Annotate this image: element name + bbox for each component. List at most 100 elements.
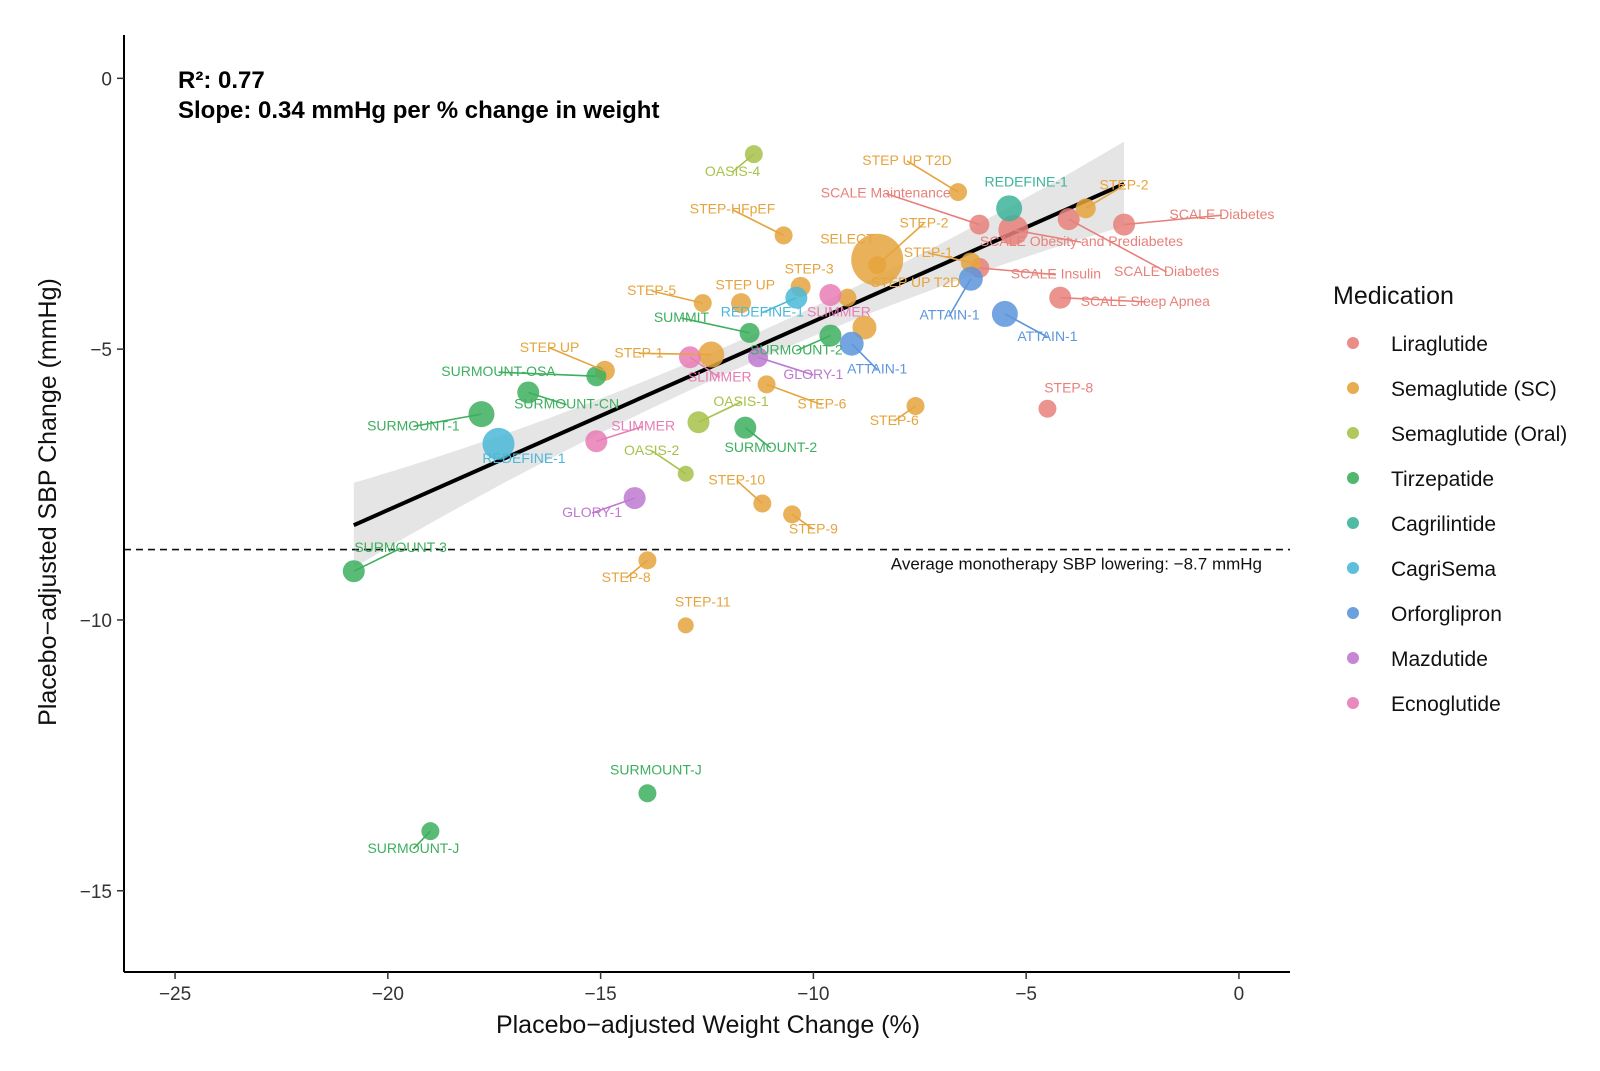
point-label: OASIS-2	[624, 442, 679, 458]
label-leader-line	[1013, 229, 1082, 244]
legend-swatch	[1347, 697, 1359, 709]
point-label: SCALE Diabetes	[1114, 263, 1219, 279]
point-label: SLIMMER	[611, 417, 675, 433]
legend-label: Semaglutide (SC)	[1391, 378, 1557, 401]
data-point	[996, 195, 1023, 222]
point-label: SURMOUNT-2	[750, 342, 843, 358]
label-leader-line	[1068, 218, 1167, 273]
y-axis-ticks: 0 −5 −10 −15	[80, 69, 124, 903]
legend-label: Tirzepatide	[1391, 468, 1494, 491]
point-label: OASIS-4	[705, 163, 760, 179]
legend-label: Semaglutide (Oral)	[1391, 423, 1567, 446]
legend-label: Mazdutide	[1391, 648, 1488, 671]
legend-swatch	[1347, 652, 1359, 664]
point-label: STEP-HFpEF	[690, 201, 776, 217]
label-leader-line	[766, 383, 823, 406]
x-tick-label: −10	[797, 984, 829, 1005]
y-tick-label: 0	[101, 69, 112, 90]
label-leader-line	[651, 290, 703, 304]
label-leader-line	[638, 352, 712, 356]
label-leader-line	[549, 347, 606, 372]
label-leader-line	[885, 192, 980, 226]
point-label: STEP-3	[785, 260, 834, 276]
label-leader-line	[412, 830, 431, 850]
label-leader-line	[591, 497, 635, 514]
point-label: STEP-2	[1100, 176, 1149, 192]
legend-label: Liraglutide	[1391, 333, 1488, 356]
label-leader-line	[796, 334, 831, 352]
y-tick-label: −15	[80, 882, 112, 903]
legend: Medication Liraglutide Semaglutide (SC) Se…	[1333, 282, 1567, 716]
point-label: SCALE Insulin	[1011, 266, 1101, 282]
slope-label: Slope: 0.34 mmHg per % change in weight	[178, 97, 659, 124]
label-leader-line	[413, 413, 482, 428]
data-point	[838, 288, 857, 307]
label-leader-line	[651, 450, 687, 475]
data-point	[638, 784, 657, 803]
label-leader-line	[851, 343, 878, 371]
legend-swatch	[1347, 607, 1359, 619]
data-point	[677, 617, 694, 634]
point-label: STEP-1	[614, 344, 663, 360]
point-label: STEP UP T2D	[871, 274, 960, 290]
x-tick-label: −25	[159, 984, 191, 1005]
label-leader-line	[698, 401, 742, 423]
point-label: STEP UP T2D	[862, 152, 951, 168]
label-leader-line	[757, 356, 814, 376]
label-leader-line	[528, 391, 567, 406]
label-leader-line	[761, 296, 797, 314]
point-label: STEP-5	[627, 282, 676, 298]
label-leader-line	[906, 160, 959, 193]
point-label: STEP-6	[797, 396, 846, 412]
legend-label: Cagrilintide	[1391, 513, 1496, 536]
point-labels: SCALE Maintenance SCALE Obesity and Predi…	[353, 152, 1274, 856]
point-label: SURMOUNT-3	[354, 539, 447, 555]
legend-swatch	[1347, 337, 1359, 349]
point-label: ATTAIN-1	[1017, 328, 1077, 344]
data-point	[482, 427, 515, 460]
x-tick-label: −20	[372, 984, 404, 1005]
point-label: SCALE Diabetes	[1169, 206, 1274, 222]
label-leader-line	[732, 153, 755, 173]
point-label: REDEFINE-1	[985, 174, 1068, 190]
label-leader-line	[1060, 296, 1146, 303]
label-leader-line	[736, 479, 763, 505]
point-label: GLORY-1	[783, 366, 843, 382]
legend-label: Ecnoglutide	[1391, 693, 1501, 716]
regression-fit-line	[352, 182, 1125, 527]
data-point	[852, 315, 877, 340]
point-label: STEP-11	[675, 593, 731, 609]
legend-swatch	[1347, 472, 1359, 484]
label-leader-line	[1123, 214, 1222, 226]
label-leader-line	[928, 252, 972, 264]
label-leader-line	[979, 267, 1057, 276]
legend-label: CagriSema	[1391, 558, 1496, 581]
point-label: STEP-8	[602, 569, 651, 585]
label-leader-line	[1004, 313, 1048, 338]
point-label: SCALE Maintenance	[821, 184, 951, 200]
point-label: STEP-10	[708, 472, 765, 488]
label-leader-line	[625, 559, 648, 579]
point-label: ATTAIN-1	[847, 361, 907, 377]
point-label: GLORY-1	[562, 504, 622, 520]
x-tick-label: −5	[1015, 984, 1037, 1005]
legend-swatch	[1347, 427, 1359, 439]
label-leader-line	[1085, 184, 1125, 210]
point-label: ATTAIN-1	[919, 306, 979, 322]
regression-line	[352, 182, 1125, 527]
point-label: SURMOUNT-1	[367, 417, 460, 433]
x-axis-ticks: −25 −20 −15 −10 −5 0	[159, 972, 1244, 1005]
x-tick-label: 0	[1234, 984, 1245, 1005]
label-leader-line	[876, 222, 925, 266]
point-label: REDEFINE-1	[482, 450, 565, 466]
y-tick-label: −5	[90, 340, 112, 361]
point-label: SLIMMER	[688, 369, 752, 385]
point-label: SLIMMER	[807, 304, 871, 320]
data-point	[1038, 399, 1057, 418]
legend-title: Medication	[1333, 282, 1454, 310]
data-point	[819, 283, 842, 306]
point-label: OASIS-1	[713, 393, 768, 409]
label-leader-line	[353, 547, 401, 572]
point-label: STEP-8	[1044, 379, 1093, 395]
